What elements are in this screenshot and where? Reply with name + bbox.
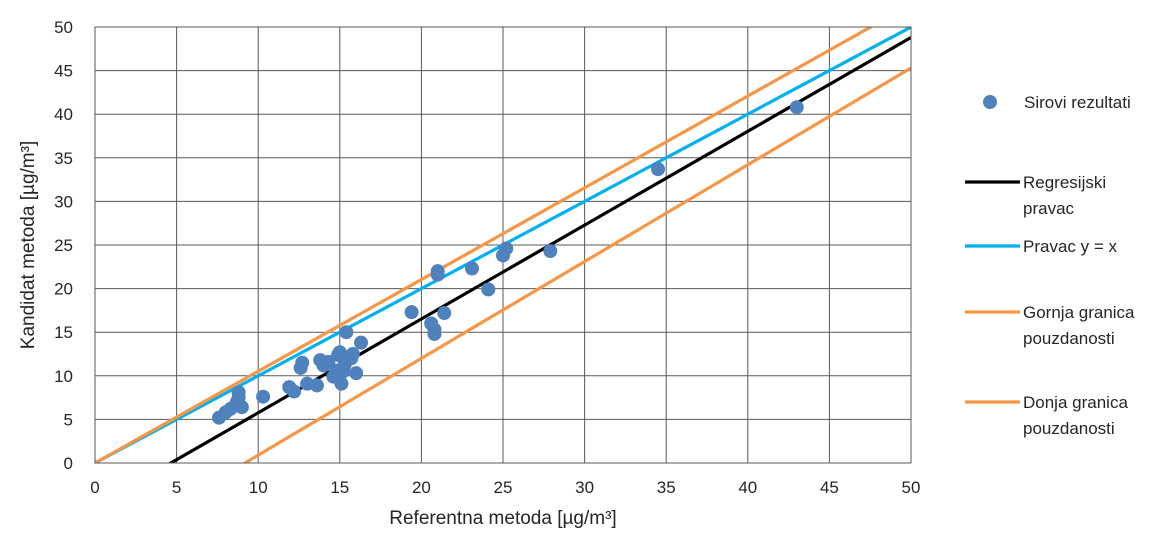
y-tick-label: 10	[54, 367, 73, 386]
x-tick-label: 5	[172, 478, 181, 497]
plot-frame	[94, 26, 912, 464]
data-point	[789, 100, 804, 115]
data-point	[332, 345, 347, 360]
legend-label: Gornja granica pouzdanosti	[1023, 303, 1135, 348]
data-point	[309, 378, 324, 393]
data-point	[464, 261, 479, 276]
x-tick-label: 45	[820, 478, 839, 497]
data-point	[543, 244, 558, 259]
data-point	[481, 282, 496, 297]
x-tick-label: 50	[902, 478, 921, 497]
data-point	[651, 162, 666, 177]
y-tick-label: 40	[54, 105, 73, 124]
x-tick-labels: 0 5 10 15 20 25 30 35 40 45 50	[90, 478, 920, 497]
x-axis-title: Referentna metoda [µg/m³]	[389, 508, 616, 529]
legend-label: Pravac y = x	[1023, 237, 1118, 256]
data-point	[231, 385, 246, 400]
y-tick-label: 20	[54, 280, 73, 299]
y-tick-label: 30	[54, 192, 73, 211]
data-point	[404, 305, 419, 320]
x-tick-label: 15	[330, 478, 349, 497]
legend-label: Sirovi rezultati	[1024, 93, 1131, 112]
data-point	[349, 366, 364, 381]
x-tick-label: 10	[249, 478, 268, 497]
y-tick-label: 25	[54, 236, 73, 255]
x-tick-label: 20	[412, 478, 431, 497]
data-point	[295, 355, 310, 370]
data-point	[437, 306, 452, 321]
data-point	[339, 325, 354, 340]
legend-label: Donja granica pouzdanosti	[1023, 393, 1128, 438]
x-tick-label: 35	[657, 478, 676, 497]
scatter-points	[212, 100, 804, 425]
x-tick-label: 30	[575, 478, 594, 497]
y-tick-label: 50	[54, 18, 73, 37]
series-line-4	[241, 66, 911, 463]
data-point	[499, 241, 514, 256]
data-point	[354, 335, 369, 350]
series-line-3	[95, 27, 874, 463]
data-point	[430, 264, 445, 279]
legend-marker	[983, 95, 997, 109]
y-tick-label: 35	[54, 149, 73, 168]
y-tick-label: 15	[54, 323, 73, 342]
y-tick-label: 45	[54, 62, 73, 81]
y-tick-labels: 0 5 10 15 20 25 30 35 40 45 50	[54, 18, 73, 473]
y-tick-label: 0	[64, 454, 73, 473]
data-point	[345, 347, 360, 361]
y-tick-label: 5	[64, 410, 73, 429]
x-tick-label: 0	[90, 478, 99, 497]
data-point	[287, 384, 302, 399]
y-axis-title: Kandidat metoda [µg/m³]	[18, 141, 39, 349]
legend: Sirovi rezultati Regresijski pravac Pravac …	[965, 93, 1135, 438]
x-tick-label: 25	[494, 478, 513, 497]
data-point	[234, 400, 249, 415]
x-tick-label: 40	[738, 478, 757, 497]
data-point	[256, 389, 271, 404]
legend-label: Regresijski pravac	[1023, 173, 1106, 218]
data-point	[427, 326, 442, 341]
series-line-1	[167, 36, 911, 463]
data-point	[334, 376, 349, 391]
